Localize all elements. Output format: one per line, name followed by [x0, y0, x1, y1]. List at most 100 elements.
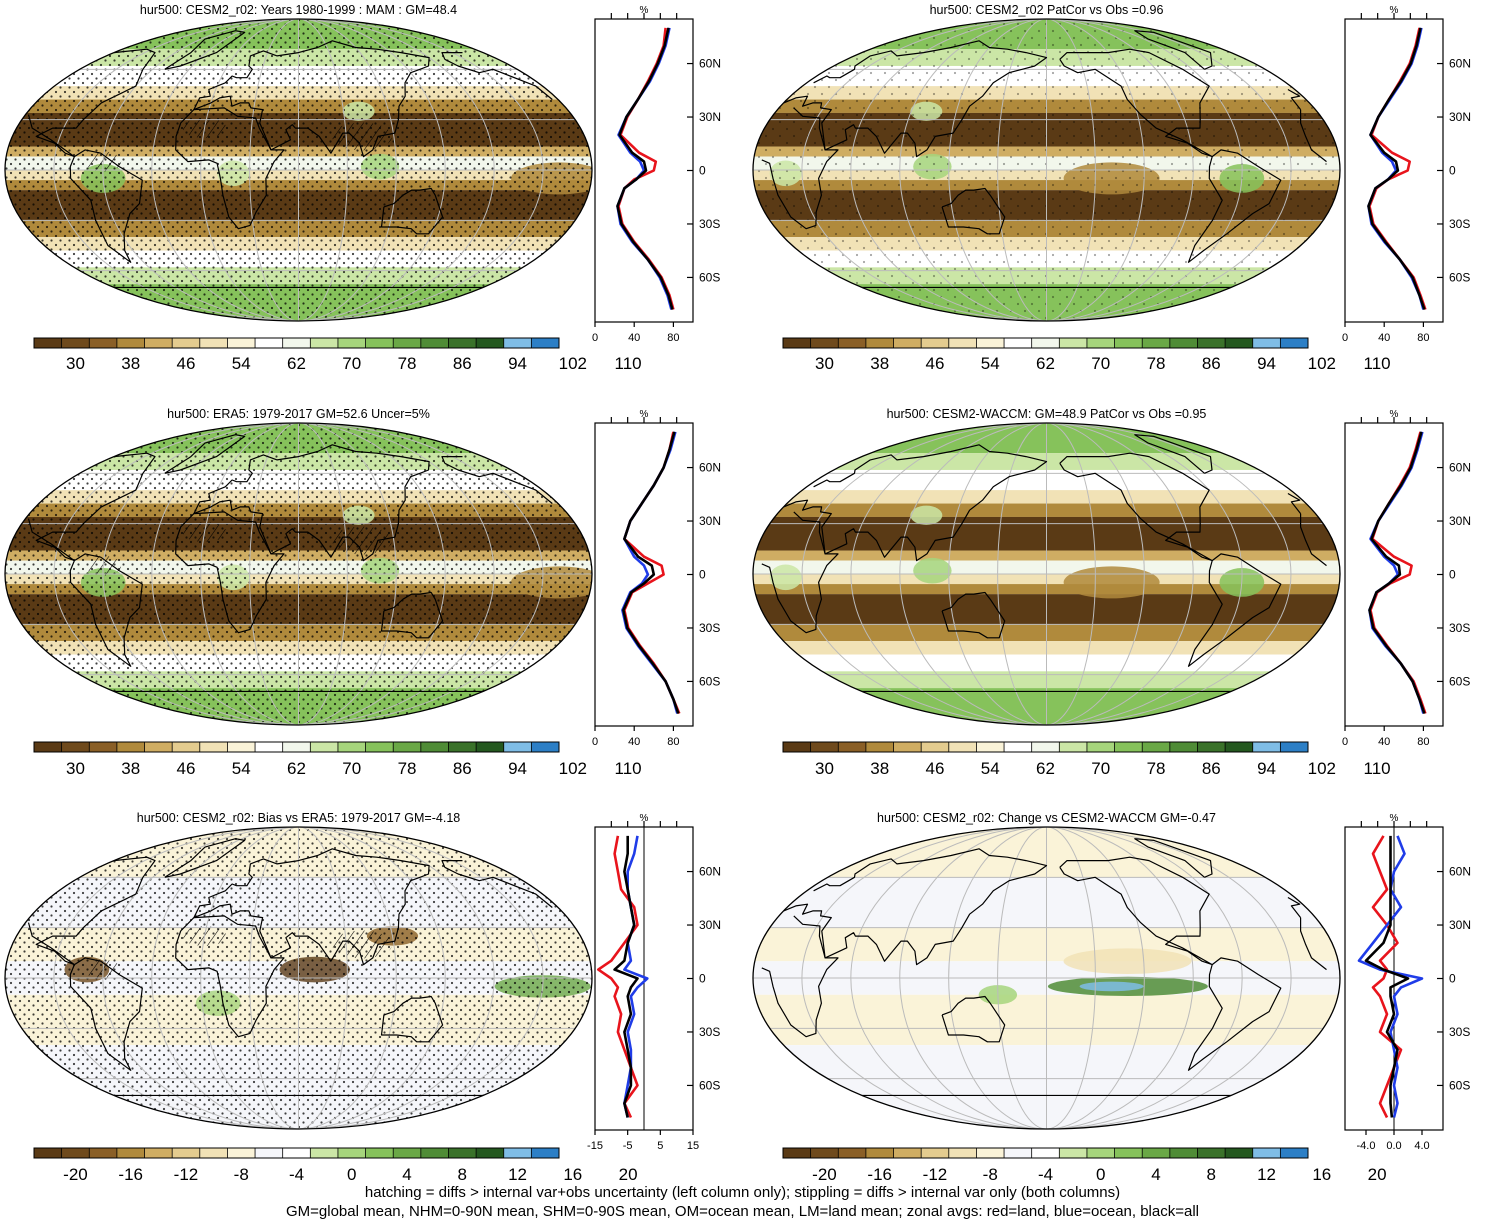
colorbar-frame — [782, 337, 1309, 349]
colorbar-swatch — [448, 742, 477, 752]
colorbar-label: 4 — [402, 1165, 411, 1184]
colorbar-label: 46 — [177, 759, 196, 778]
zonal-lat-tick-label: 60N — [1449, 865, 1471, 879]
colorbar-swatch — [227, 1148, 256, 1158]
graticule-lon — [1046, 423, 1096, 725]
graticule-lon — [801, 19, 1047, 321]
graticule-lon — [1046, 827, 1145, 1129]
graticule-lon — [298, 423, 495, 725]
colorbar-frame — [33, 1147, 560, 1159]
zonal-lat-tick-label: 0 — [699, 164, 706, 178]
colorbar-label: 70 — [342, 759, 361, 778]
colorbar-label: 94 — [508, 354, 527, 373]
colorbar-frame — [33, 741, 560, 753]
coastline — [380, 995, 444, 1043]
graticule-lon — [948, 827, 1047, 1129]
colorbar-swatch — [1197, 742, 1226, 752]
zonal-x-tick-label: 80 — [667, 736, 679, 748]
colorbar-swatch — [783, 742, 812, 752]
graticule-lon — [298, 19, 397, 321]
graticule-lon — [102, 19, 299, 321]
coastline — [175, 915, 285, 1038]
map-frame — [752, 826, 1341, 1130]
coastline — [1059, 452, 1213, 562]
colorbar-swatch — [893, 1148, 922, 1158]
coastline — [761, 915, 1327, 1038]
zonal-lat-tick-label: 60N — [699, 461, 721, 475]
coastline — [175, 511, 285, 634]
graticule-lon — [1046, 423, 1292, 725]
graticule-lon — [899, 423, 1047, 725]
zonal-x-tick-label: 0 — [592, 736, 598, 748]
colorbar-label: 8 — [1207, 1165, 1216, 1184]
coastline — [380, 187, 444, 235]
colorbar-label: 38 — [121, 759, 140, 778]
colorbar-swatch — [116, 338, 146, 348]
colorbar-label: -8 — [983, 1165, 998, 1184]
colorbar: 30 38 46 54 62 70 78 86 94 102 110 — [782, 337, 1391, 373]
graticule-lon — [298, 827, 544, 1129]
colorbar-label: 78 — [398, 354, 417, 373]
zonal-lat-tick-label: 30S — [699, 621, 720, 635]
graticule-lon — [151, 423, 299, 725]
colorbar-label: 38 — [121, 354, 140, 373]
graticule-lon — [53, 423, 299, 725]
colorbar-swatch — [503, 338, 532, 348]
field-blob — [1079, 981, 1144, 992]
colorbar-swatch — [255, 742, 284, 752]
colorbar-swatch — [393, 1148, 422, 1158]
colorbar-swatch — [1031, 1148, 1060, 1158]
graticule-lon — [298, 19, 446, 321]
field-blob — [769, 564, 802, 591]
zonal-lat-tick-label: 60N — [699, 57, 721, 71]
graticule-lon — [850, 19, 1047, 321]
graticule-lon — [53, 827, 299, 1129]
graticule-lon — [200, 19, 299, 321]
graticule-lon — [997, 423, 1047, 725]
graticule-lon — [1046, 19, 1194, 321]
graticule-lon — [801, 827, 1047, 1129]
colorbar-swatch — [1280, 338, 1309, 348]
zonal-lat-tick-label: 30N — [1449, 918, 1471, 932]
map-field — [5, 423, 592, 725]
colorbar-label: 110 — [615, 354, 642, 373]
coastline — [941, 995, 1006, 1043]
colorbar-swatch — [838, 742, 867, 752]
colorbar-swatch — [61, 1148, 90, 1158]
zonal-lat-tick-label: 60S — [699, 1078, 720, 1092]
colorbar-swatch — [1225, 1148, 1254, 1158]
colorbar-label: 46 — [177, 354, 196, 373]
colorbar-swatch — [172, 338, 201, 348]
zonal-lat-tick-label: 0 — [699, 972, 706, 986]
zonal-frame — [594, 422, 694, 727]
colorbar-swatch — [1004, 1148, 1033, 1158]
zonal-x-tick-label: 0 — [1342, 736, 1348, 748]
zonal-mean-plot: % -15 -5 5 15 60N 30N 0 30S 60S — [587, 813, 721, 1152]
colorbar-swatch — [838, 338, 867, 348]
coastline — [193, 40, 430, 158]
graticule-lon — [249, 827, 299, 1129]
graticule-lon — [249, 423, 299, 725]
colorbar-swatch — [1225, 338, 1254, 348]
colorbar-label: 62 — [287, 354, 306, 373]
zonal-mean-plot: % 0 40 80 60N 30N 0 30S 60S — [1342, 5, 1471, 344]
colorbar-label: 54 — [981, 354, 1000, 373]
colorbar-label: 54 — [232, 354, 251, 373]
colorbar-swatch — [921, 338, 950, 348]
field-blob — [910, 505, 943, 525]
colorbar-swatch — [893, 338, 922, 348]
footnote-legend: GM=global mean, NHM=0-90N mean, SHM=0-90… — [285, 1203, 1199, 1220]
graticule-lon — [1046, 423, 1243, 725]
graticule-lon — [1046, 423, 1145, 725]
zonal-frame — [1344, 18, 1444, 323]
coastline — [27, 48, 553, 158]
graticule-lon — [1046, 19, 1145, 321]
colorbar-swatch — [865, 1148, 895, 1158]
map-field — [5, 827, 592, 1129]
colorbar-label: 46 — [926, 759, 945, 778]
graticule-lon — [997, 827, 1047, 1129]
graticule-lon — [850, 423, 1047, 725]
zonal-lat-tick-label: 60N — [1449, 461, 1471, 475]
colorbar-swatch — [948, 742, 977, 752]
graticule-lon — [298, 19, 495, 321]
